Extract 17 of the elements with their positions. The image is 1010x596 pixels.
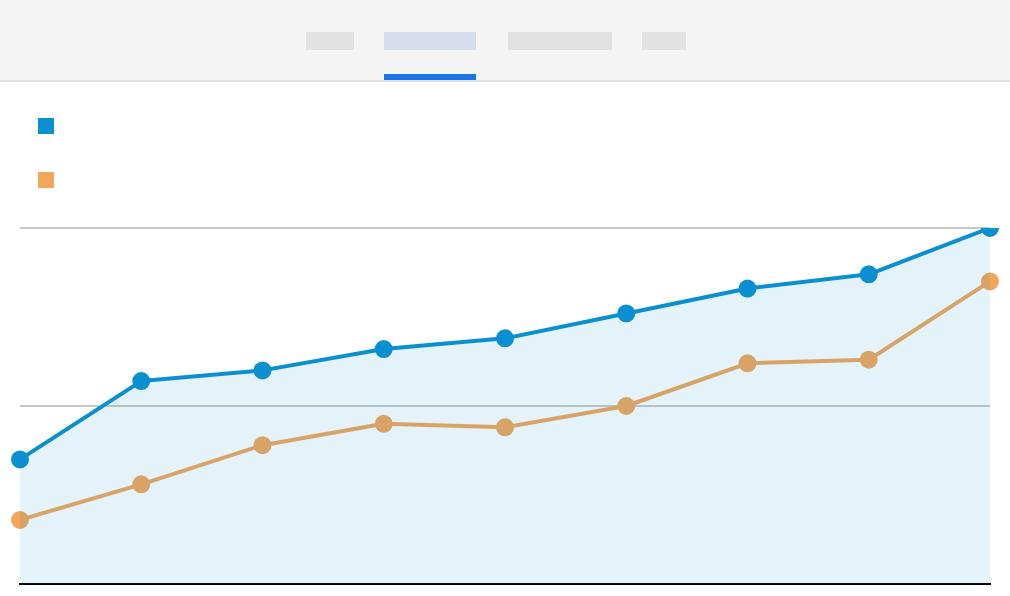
point [617,304,636,323]
point [617,397,636,415]
point [374,340,393,359]
point [496,418,514,437]
point [981,272,999,291]
point [132,475,151,494]
point [253,436,272,455]
point [738,354,757,373]
point [132,372,151,391]
point [738,279,757,298]
point [496,329,514,348]
point [11,450,29,469]
point [11,510,29,529]
point [374,414,393,433]
point [859,265,878,284]
point [253,361,272,380]
point [859,350,878,369]
